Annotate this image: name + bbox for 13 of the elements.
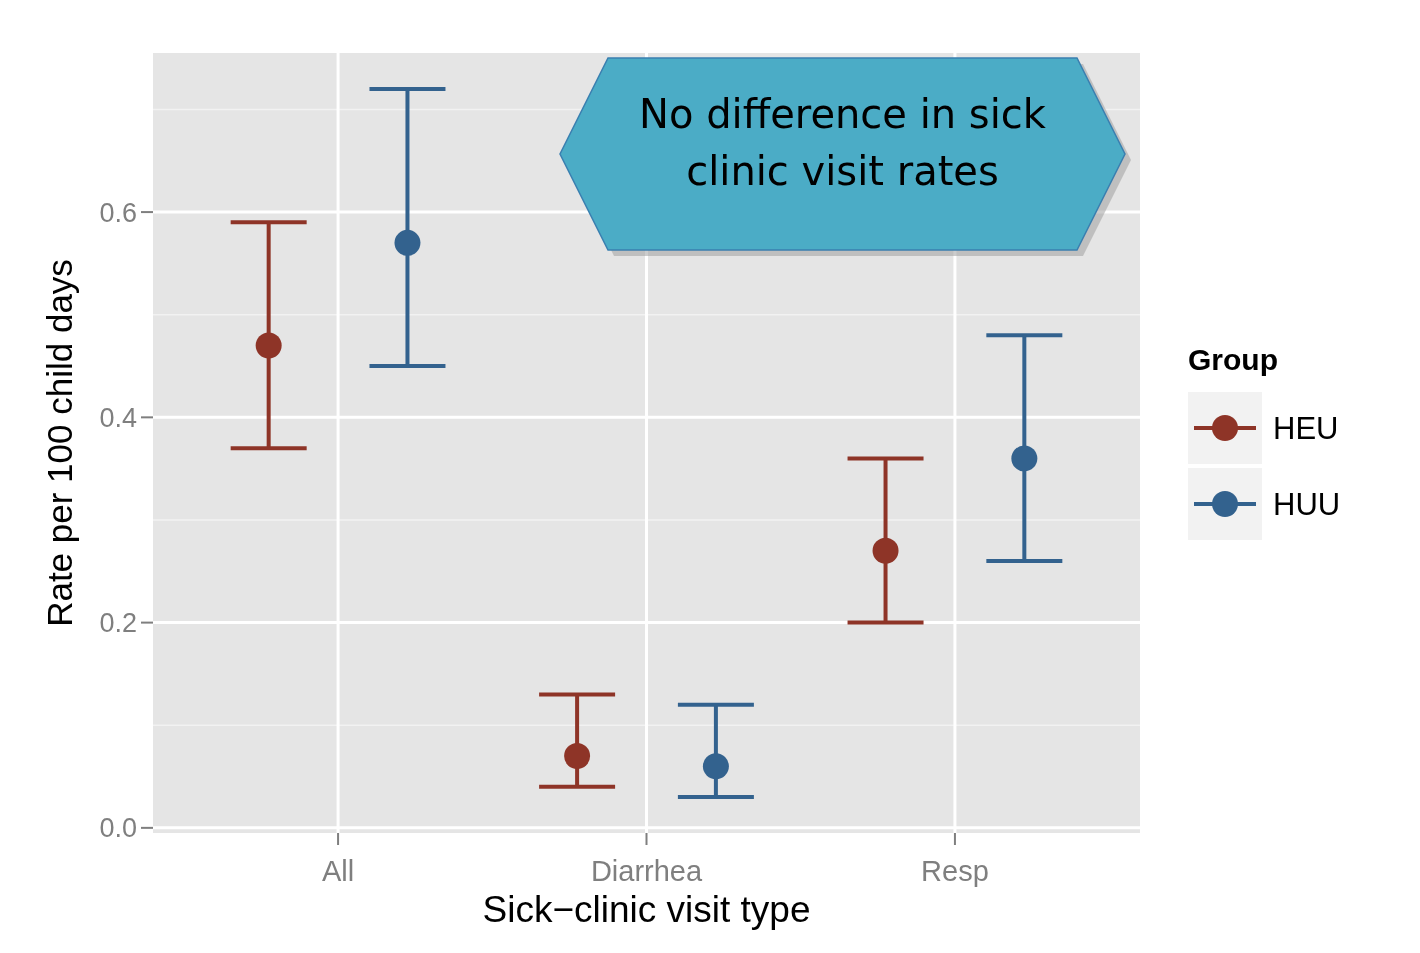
y-axis-title: Rate per 100 child days — [40, 259, 79, 627]
y-tick-label: 0.0 — [99, 813, 137, 844]
annotation: No difference in sick clinic visit rates — [639, 91, 1047, 194]
legend-label: HEU — [1273, 410, 1339, 446]
legend-label: HUU — [1273, 486, 1341, 522]
x-tick-label: Diarrhea — [590, 855, 703, 887]
y-tick-label: 0.4 — [99, 402, 137, 433]
y-tick-label: 0.2 — [99, 608, 137, 639]
legend-title: Group — [1188, 343, 1278, 376]
y-tick-label: 0.6 — [99, 197, 137, 228]
x-tick-label: Resp — [921, 855, 989, 887]
x-axis-title: Sick−clinic visit type — [482, 889, 811, 930]
x-tick-label: All — [321, 855, 355, 887]
